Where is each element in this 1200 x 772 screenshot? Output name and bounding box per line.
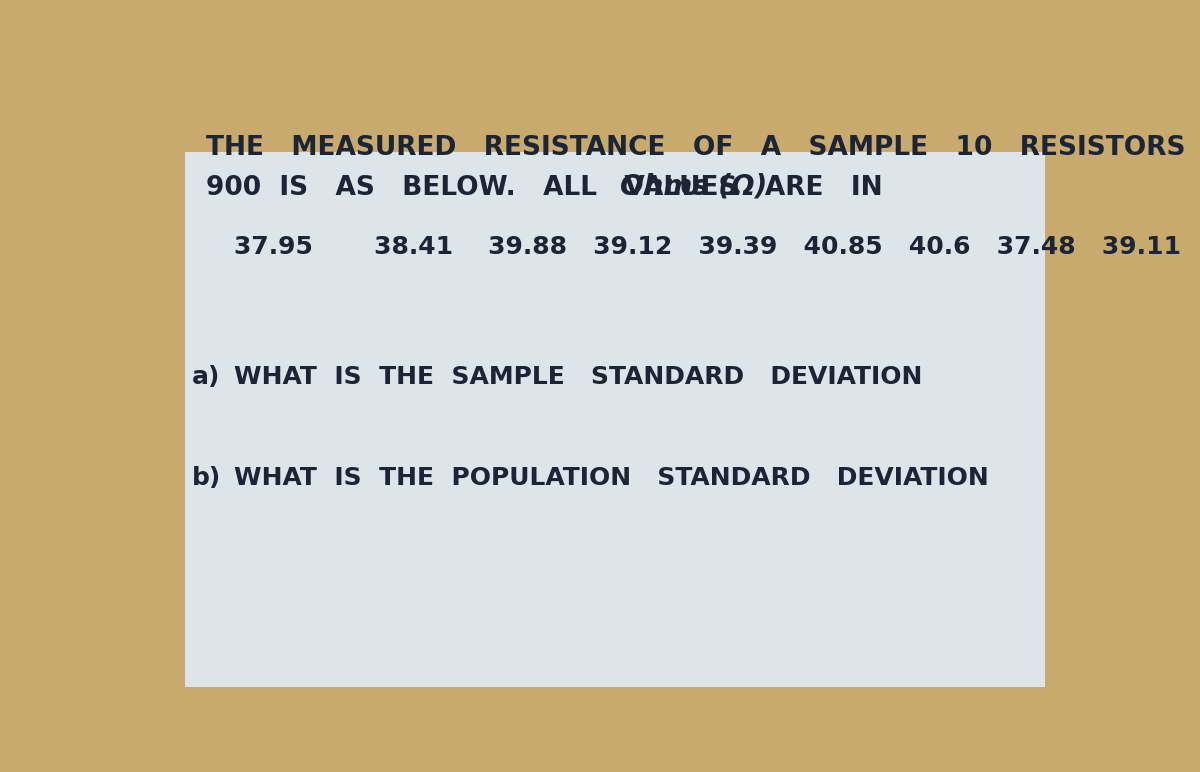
Text: 900  IS   AS   BELOW.   ALL   VALUES   ARE   IN: 900 IS AS BELOW. ALL VALUES ARE IN (206, 175, 910, 201)
Text: WHAT  IS  THE  SAMPLE   STANDARD   DEVIATION: WHAT IS THE SAMPLE STANDARD DEVIATION (234, 365, 922, 389)
Text: Ohms (Ω): Ohms (Ω) (619, 173, 767, 201)
Text: a): a) (192, 365, 221, 389)
Text: 37.95       38.41    39.88   39.12   39.39   40.85   40.6   37.48   39.11  38.06: 37.95 38.41 39.88 39.12 39.39 40.85 40.6… (234, 235, 1200, 259)
FancyBboxPatch shape (185, 152, 1045, 687)
Text: b): b) (192, 466, 221, 490)
Text: THE   MEASURED   RESISTANCE   OF   A   SAMPLE   10   RESISTORS   FROM   A   BOX : THE MEASURED RESISTANCE OF A SAMPLE 10 R… (206, 135, 1200, 161)
Text: WHAT  IS  THE  POPULATION   STANDARD   DEVIATION: WHAT IS THE POPULATION STANDARD DEVIATIO… (234, 466, 989, 490)
